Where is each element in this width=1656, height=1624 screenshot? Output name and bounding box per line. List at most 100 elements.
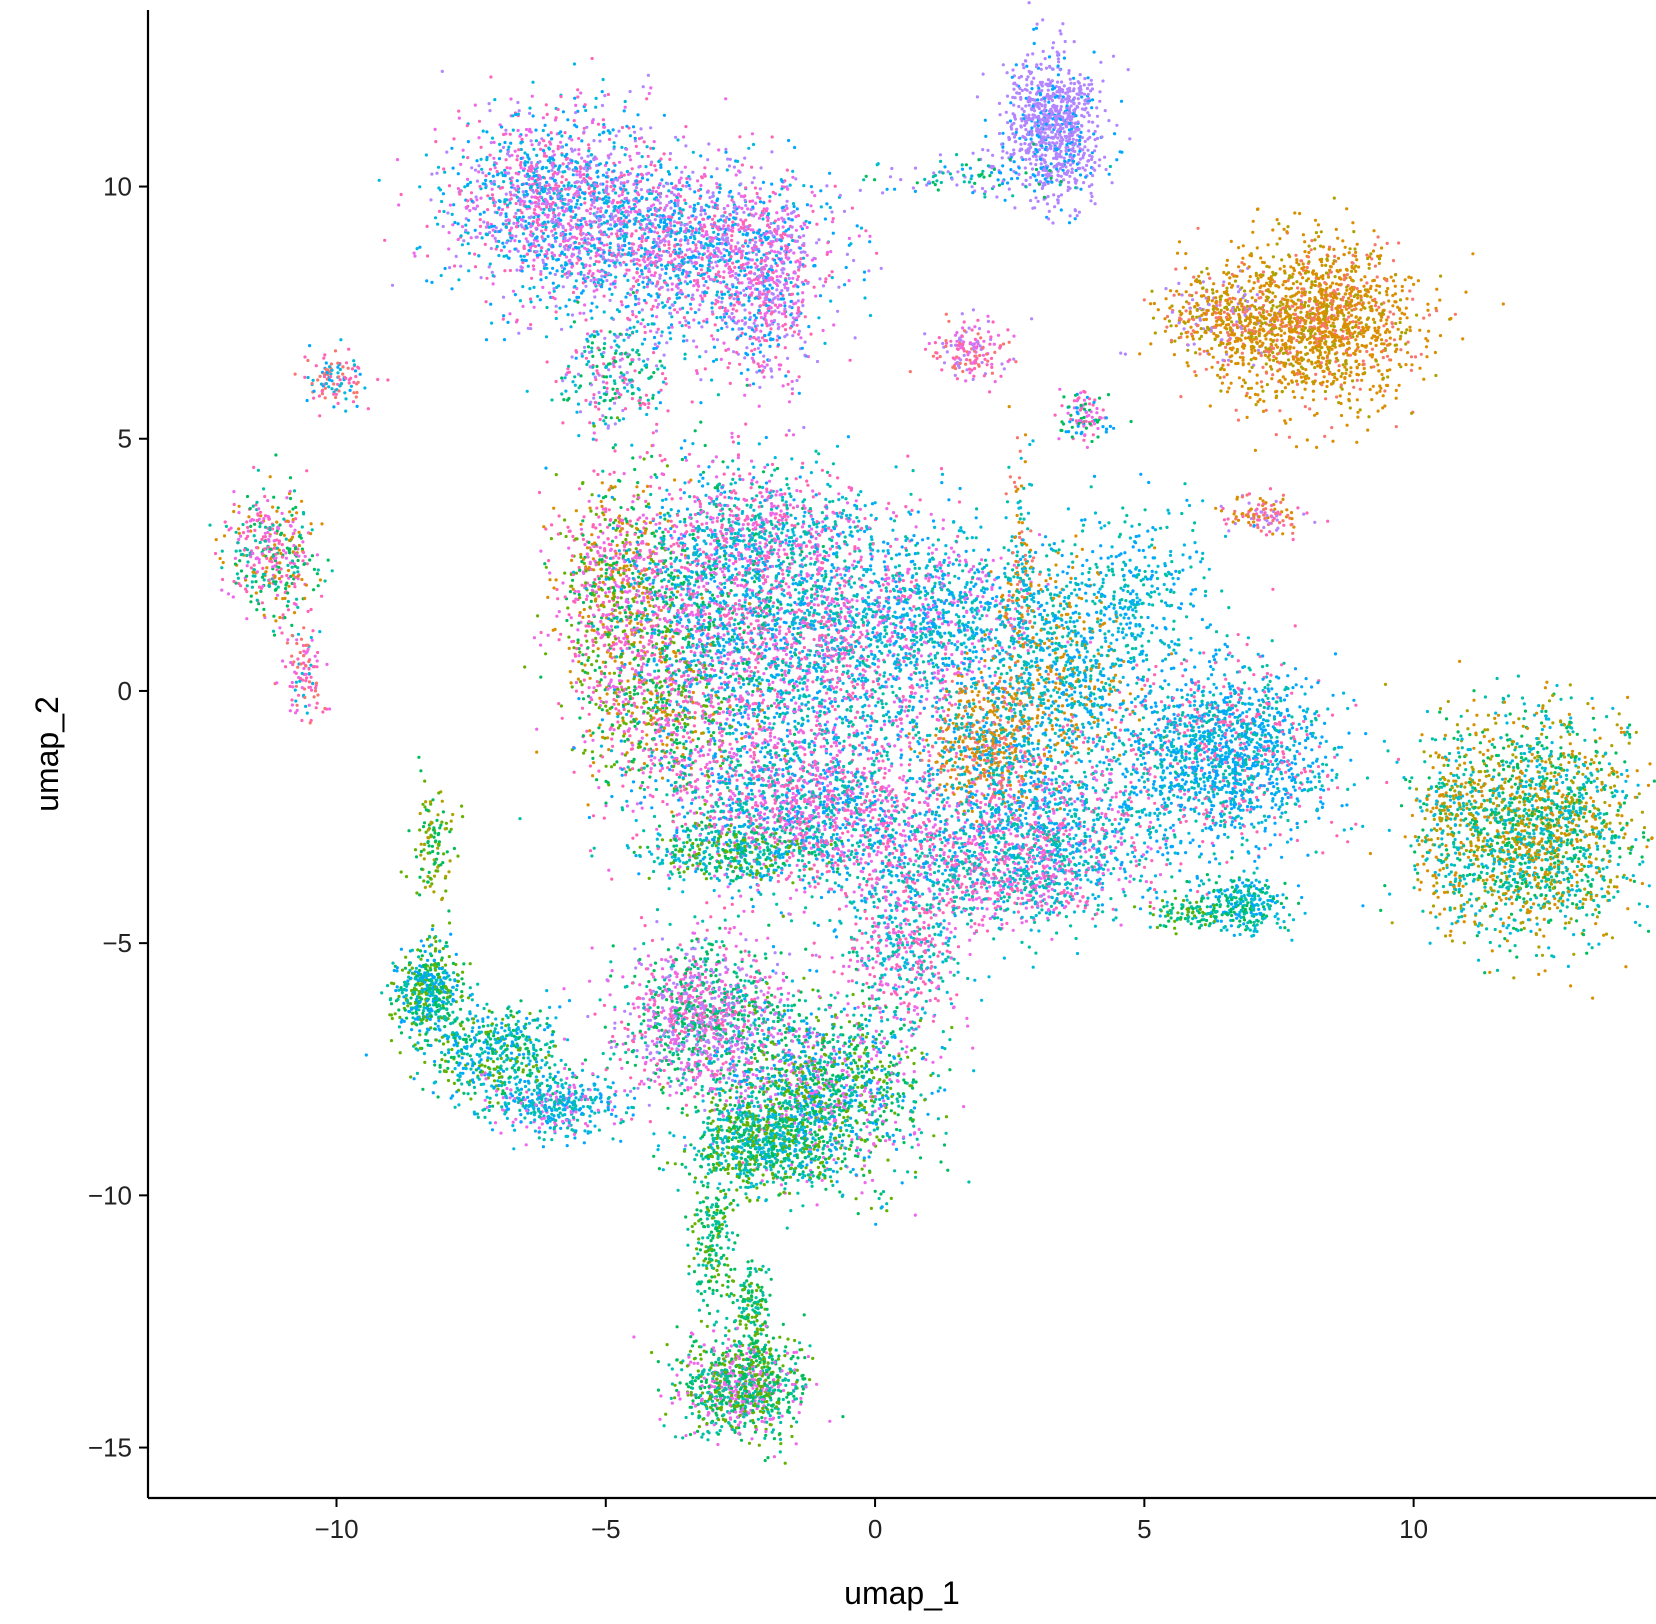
data-point <box>1049 80 1053 84</box>
data-point <box>653 271 657 275</box>
data-point <box>641 401 645 405</box>
data-point <box>1032 76 1036 80</box>
data-point <box>634 179 639 183</box>
data-point <box>436 165 441 169</box>
data-point <box>717 295 721 299</box>
data-point <box>1059 135 1063 140</box>
data-point <box>757 249 761 253</box>
data-point <box>762 284 766 288</box>
data-point <box>597 191 601 195</box>
data-point <box>443 266 447 271</box>
cluster-6 <box>293 338 390 418</box>
data-point <box>585 223 589 227</box>
data-point <box>339 382 344 386</box>
data-point <box>747 299 751 303</box>
data-point <box>649 375 653 379</box>
data-point <box>470 166 474 170</box>
data-point <box>638 209 642 213</box>
data-point <box>955 153 959 157</box>
data-point <box>735 211 739 216</box>
data-point <box>577 295 581 299</box>
data-point <box>1061 99 1065 103</box>
data-point <box>563 247 567 251</box>
data-point <box>768 229 772 234</box>
data-point <box>1009 153 1013 157</box>
data-point <box>1043 177 1047 181</box>
data-point <box>668 276 673 280</box>
data-point <box>637 353 641 357</box>
data-point <box>643 232 647 236</box>
data-point <box>572 235 577 239</box>
data-point <box>743 256 748 260</box>
data-point <box>796 275 800 279</box>
data-point <box>1086 92 1090 96</box>
data-point <box>491 274 495 278</box>
data-point <box>730 195 734 199</box>
data-point <box>308 344 312 348</box>
data-point <box>626 335 631 339</box>
data-point <box>495 169 499 174</box>
data-point <box>759 233 763 237</box>
data-point <box>1034 167 1039 172</box>
data-point <box>753 236 758 240</box>
data-point <box>490 270 494 274</box>
data-point <box>688 205 692 209</box>
data-point <box>1025 149 1029 153</box>
data-point <box>775 278 779 282</box>
data-point <box>516 190 521 194</box>
data-point <box>1004 110 1008 114</box>
data-point <box>1086 76 1090 80</box>
data-point <box>691 150 695 154</box>
data-point <box>591 437 595 441</box>
data-point <box>1042 167 1046 171</box>
data-point <box>512 221 516 225</box>
data-point <box>1067 86 1072 90</box>
data-point <box>1067 221 1072 225</box>
data-point <box>1094 144 1098 148</box>
data-point <box>312 396 316 400</box>
data-point <box>727 242 731 246</box>
data-point <box>732 303 736 307</box>
data-point <box>1043 97 1047 101</box>
data-point <box>688 220 692 224</box>
data-point <box>791 210 795 214</box>
data-point <box>457 109 461 113</box>
data-point <box>486 222 490 226</box>
data-point <box>1062 156 1066 160</box>
data-point <box>755 258 759 262</box>
data-point <box>561 162 565 166</box>
data-point <box>644 238 648 242</box>
data-point <box>579 202 583 207</box>
data-point <box>1011 132 1015 136</box>
data-point <box>1098 158 1102 162</box>
data-point <box>698 223 703 227</box>
data-point <box>798 263 803 267</box>
data-point <box>654 190 658 194</box>
data-point <box>748 199 752 203</box>
data-point <box>1019 142 1023 146</box>
data-point <box>770 291 774 296</box>
data-point <box>738 135 742 139</box>
data-point <box>611 362 615 366</box>
data-point <box>683 229 687 234</box>
data-point <box>745 231 749 236</box>
data-point <box>543 254 548 258</box>
data-point <box>1061 90 1065 94</box>
data-point <box>651 146 656 150</box>
data-point <box>426 254 430 258</box>
data-point <box>549 131 553 135</box>
data-point <box>594 157 598 161</box>
data-point <box>518 202 522 206</box>
data-point <box>638 274 642 279</box>
data-point <box>618 246 622 250</box>
data-point <box>742 210 746 214</box>
data-point <box>1093 129 1097 134</box>
data-point <box>651 240 656 245</box>
data-point <box>671 213 675 217</box>
data-point <box>468 209 472 213</box>
data-point <box>693 190 697 194</box>
data-point <box>651 393 655 397</box>
data-point <box>477 136 481 140</box>
data-point <box>1015 91 1019 95</box>
data-point <box>648 219 652 223</box>
